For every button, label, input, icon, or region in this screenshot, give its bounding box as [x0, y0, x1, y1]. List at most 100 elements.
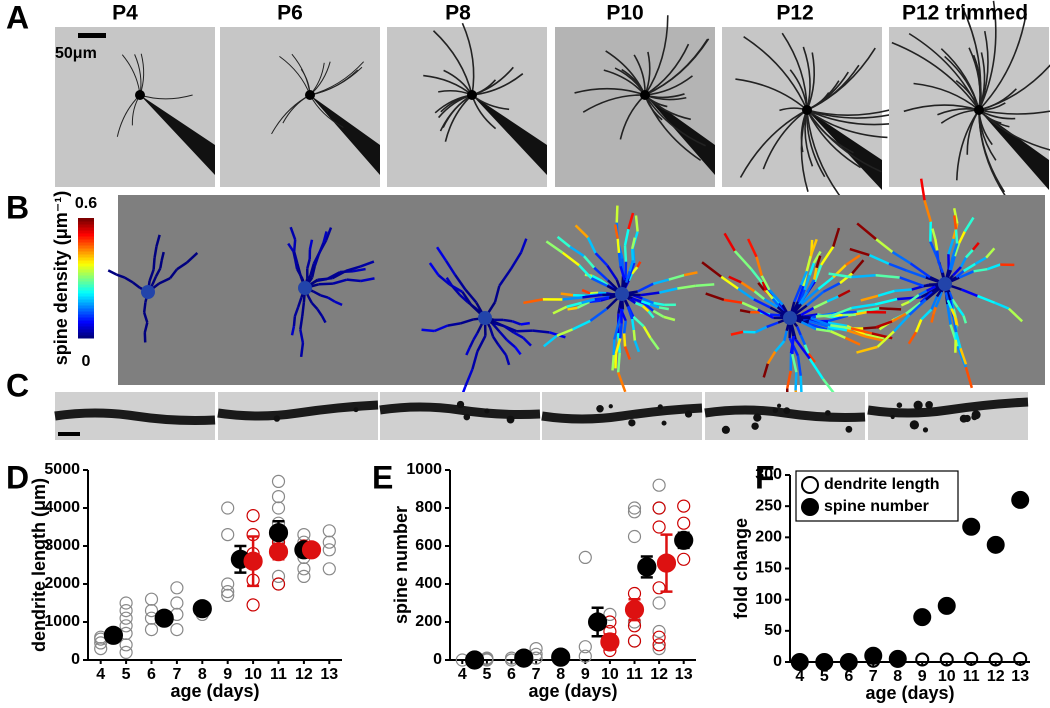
data-point	[652, 520, 666, 534]
reconstructed-dendrite	[491, 322, 501, 333]
dendrite-segment	[541, 403, 703, 424]
y-tick-label: 150	[755, 560, 782, 577]
reconstructed-dendrite	[959, 347, 968, 365]
reconstructed-dendrite	[586, 236, 597, 254]
reconstructed-dendrite	[327, 296, 336, 303]
reconstructed-dendrite	[851, 303, 876, 310]
reconstructed-dendrite	[946, 304, 952, 325]
reconstructed-dendrite	[310, 302, 319, 310]
reconstructed-dendrite	[875, 274, 900, 279]
colorbar-cell	[78, 260, 94, 264]
x-tick-label: 11	[963, 668, 980, 685]
dendrite	[891, 41, 980, 111]
reconstructed-dendrite	[292, 316, 297, 327]
data-point	[578, 640, 592, 654]
reconstructed-dendrite	[159, 260, 163, 269]
reconstructed-dendrite	[352, 267, 366, 273]
reconstructed-dendrite	[614, 338, 622, 354]
reconstructed-dendrite	[519, 238, 528, 253]
data-point	[652, 624, 666, 639]
reconstructed-dendrite	[723, 232, 736, 252]
data-point	[578, 550, 592, 565]
reconstructed-dendrite	[844, 336, 861, 346]
panel-label: B	[6, 189, 29, 225]
legend-label: dendrite length	[824, 476, 940, 493]
reconstructed-dendrite	[746, 238, 758, 258]
reconstructed-dendrite	[695, 283, 715, 287]
reconstructed-dendrite	[471, 351, 479, 370]
reconstructed-dendrite	[313, 254, 320, 267]
reconstructed-dendrite	[948, 256, 954, 271]
x-tick-label: 13	[1011, 668, 1029, 685]
reconstructed-dendrite	[611, 354, 616, 371]
colorbar-cell	[78, 311, 94, 315]
reconstructed-dendrite	[151, 275, 158, 285]
spine	[456, 400, 465, 409]
data-point	[144, 622, 159, 637]
x-tick-label: 12	[650, 666, 668, 683]
soma	[802, 105, 812, 115]
reconstructed-dendrite	[320, 294, 329, 299]
reconstructed-dendrite	[626, 306, 634, 320]
data-point	[988, 652, 1003, 667]
pipette	[645, 95, 715, 175]
data-point	[271, 577, 286, 591]
reconstructed-dendrite	[803, 344, 810, 355]
mean-point	[103, 625, 124, 645]
reconstructed-dendrite	[958, 270, 975, 279]
soma	[305, 90, 315, 100]
data-point	[627, 634, 642, 648]
dendrite	[806, 109, 846, 204]
reconstructed-dendrite	[805, 255, 812, 272]
reconstructed-dendrite	[513, 331, 524, 339]
reconstructed-dendrite	[498, 330, 508, 341]
data-point	[246, 598, 260, 612]
dendrite	[802, 46, 811, 111]
reconstructed-dendrite	[458, 294, 469, 304]
reconstructed-dendrite	[649, 337, 660, 351]
colorbar-cell	[78, 218, 94, 222]
dendrite	[309, 61, 365, 96]
reconstructed-dendrite	[643, 302, 655, 312]
reconstructed-dendrite	[973, 267, 988, 273]
reconstructed-dendrite	[856, 222, 877, 241]
reconstructed-dendrite	[791, 336, 795, 355]
data-point	[94, 641, 108, 656]
y-tick-label: 300	[755, 466, 782, 483]
reconstructed-dendrite	[618, 323, 623, 339]
reconstructed-dendrite	[849, 247, 870, 257]
data-point	[603, 607, 617, 622]
reconstructed-dendrite	[766, 321, 779, 329]
colorbar-cell	[78, 329, 94, 333]
reconstructed-dendrite	[622, 333, 627, 347]
reconstructed-dendrite	[985, 247, 996, 259]
reconstructed-dendrite	[502, 318, 513, 323]
mean-point	[986, 535, 1005, 554]
reconstructed-dendrite	[874, 297, 898, 306]
mean-point	[790, 653, 809, 671]
reconstructed-dendrite	[931, 228, 937, 240]
soma	[974, 105, 984, 115]
reconstructed-dendrite	[812, 250, 822, 264]
mean-point	[637, 557, 657, 577]
reconstructed-dendrite	[488, 326, 495, 338]
reconstructed-dendrite	[812, 267, 818, 280]
reconstructed-dendrite	[306, 258, 311, 269]
panel-label: C	[6, 367, 29, 403]
data-point	[119, 603, 133, 618]
reconstructed-dendrite	[132, 281, 141, 289]
reconstructed-dendrite	[186, 252, 199, 264]
reconstructed-dendrite	[771, 297, 780, 307]
data-point	[652, 596, 666, 610]
reconstructed-dendrite	[977, 294, 996, 304]
reconstructed-dendrite	[894, 288, 912, 293]
spine	[772, 407, 779, 414]
spine	[506, 415, 515, 424]
x-axis-label: age (days)	[528, 681, 617, 701]
reconstructed-dendrite	[786, 370, 792, 389]
image-title: P12	[776, 2, 813, 25]
reconstructed-dendrite	[893, 313, 911, 333]
scale-bar	[58, 432, 80, 436]
